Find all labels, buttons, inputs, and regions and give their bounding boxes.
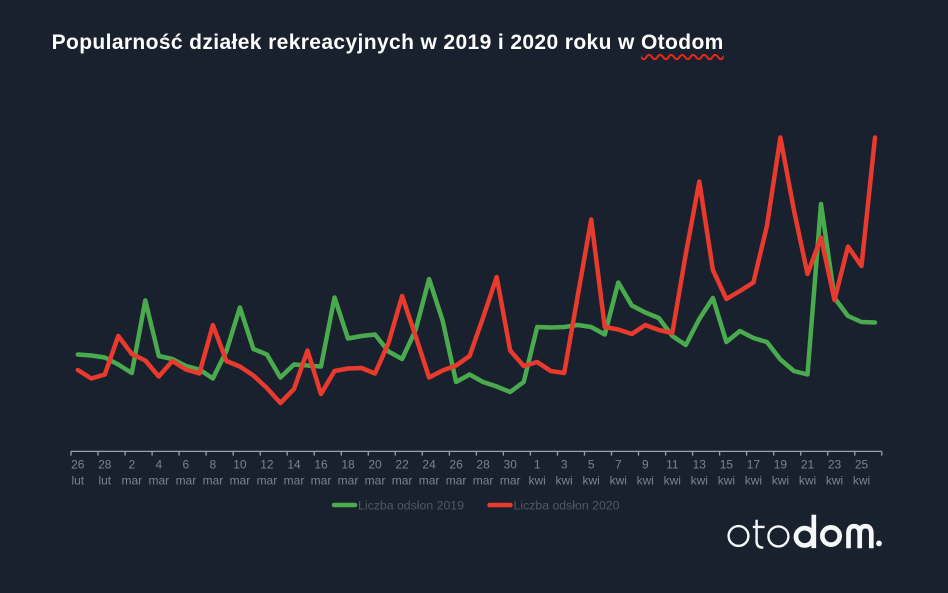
svg-text:24: 24 bbox=[422, 458, 436, 472]
svg-text:2: 2 bbox=[128, 458, 135, 472]
svg-text:14: 14 bbox=[287, 458, 301, 472]
svg-text:kwi: kwi bbox=[664, 474, 681, 488]
svg-text:mar: mar bbox=[392, 474, 413, 488]
svg-text:28: 28 bbox=[476, 458, 490, 472]
svg-text:15: 15 bbox=[720, 458, 734, 472]
svg-text:mar: mar bbox=[311, 474, 332, 488]
svg-text:kwi: kwi bbox=[799, 474, 816, 488]
svg-text:13: 13 bbox=[693, 458, 707, 472]
svg-text:7: 7 bbox=[615, 458, 622, 472]
svg-text:kwi: kwi bbox=[556, 474, 573, 488]
svg-text:3: 3 bbox=[561, 458, 568, 472]
svg-text:5: 5 bbox=[588, 458, 595, 472]
svg-text:mar: mar bbox=[446, 474, 467, 488]
svg-text:4: 4 bbox=[155, 458, 162, 472]
svg-text:28: 28 bbox=[98, 458, 112, 472]
svg-text:mar: mar bbox=[473, 474, 494, 488]
svg-text:19: 19 bbox=[774, 458, 788, 472]
svg-text:kwi: kwi bbox=[583, 474, 600, 488]
svg-text:kwi: kwi bbox=[745, 474, 762, 488]
svg-text:20: 20 bbox=[368, 458, 382, 472]
svg-text:17: 17 bbox=[747, 458, 761, 472]
svg-text:10: 10 bbox=[233, 458, 247, 472]
svg-text:kwi: kwi bbox=[637, 474, 654, 488]
svg-text:mar: mar bbox=[419, 474, 440, 488]
svg-text:kwi: kwi bbox=[772, 474, 789, 488]
svg-text:mar: mar bbox=[121, 474, 142, 488]
svg-text:26: 26 bbox=[71, 458, 85, 472]
svg-text:9: 9 bbox=[642, 458, 649, 472]
svg-text:mar: mar bbox=[284, 474, 305, 488]
svg-text:18: 18 bbox=[341, 458, 355, 472]
svg-text:kwi: kwi bbox=[610, 474, 627, 488]
svg-text:mar: mar bbox=[148, 474, 169, 488]
svg-text:kwi: kwi bbox=[853, 474, 870, 488]
svg-text:11: 11 bbox=[666, 458, 679, 472]
svg-text:mar: mar bbox=[365, 474, 386, 488]
svg-text:Liczba odsłon 2020: Liczba odsłon 2020 bbox=[514, 499, 620, 513]
svg-text:mar: mar bbox=[500, 474, 521, 488]
svg-text:30: 30 bbox=[504, 458, 518, 472]
svg-text:8: 8 bbox=[210, 458, 217, 472]
svg-text:mar: mar bbox=[203, 474, 224, 488]
svg-text:Liczba odsłon 2019: Liczba odsłon 2019 bbox=[358, 499, 464, 513]
svg-text:kwi: kwi bbox=[718, 474, 735, 488]
svg-text:mar: mar bbox=[176, 474, 197, 488]
svg-text:1: 1 bbox=[534, 458, 541, 472]
svg-text:22: 22 bbox=[395, 458, 409, 472]
svg-text:16: 16 bbox=[314, 458, 328, 472]
svg-text:kwi: kwi bbox=[691, 474, 708, 488]
svg-text:6: 6 bbox=[183, 458, 190, 472]
svg-text:26: 26 bbox=[449, 458, 463, 472]
svg-text:kwi: kwi bbox=[529, 474, 546, 488]
svg-text:12: 12 bbox=[260, 458, 274, 472]
svg-text:23: 23 bbox=[828, 458, 842, 472]
svg-text:mar: mar bbox=[338, 474, 359, 488]
svg-text:mar: mar bbox=[230, 474, 251, 488]
svg-text:21: 21 bbox=[801, 458, 815, 472]
svg-text:25: 25 bbox=[855, 458, 869, 472]
svg-text:mar: mar bbox=[257, 474, 278, 488]
svg-text:lut: lut bbox=[71, 474, 84, 488]
svg-text:kwi: kwi bbox=[826, 474, 843, 488]
svg-text:lut: lut bbox=[98, 474, 111, 488]
